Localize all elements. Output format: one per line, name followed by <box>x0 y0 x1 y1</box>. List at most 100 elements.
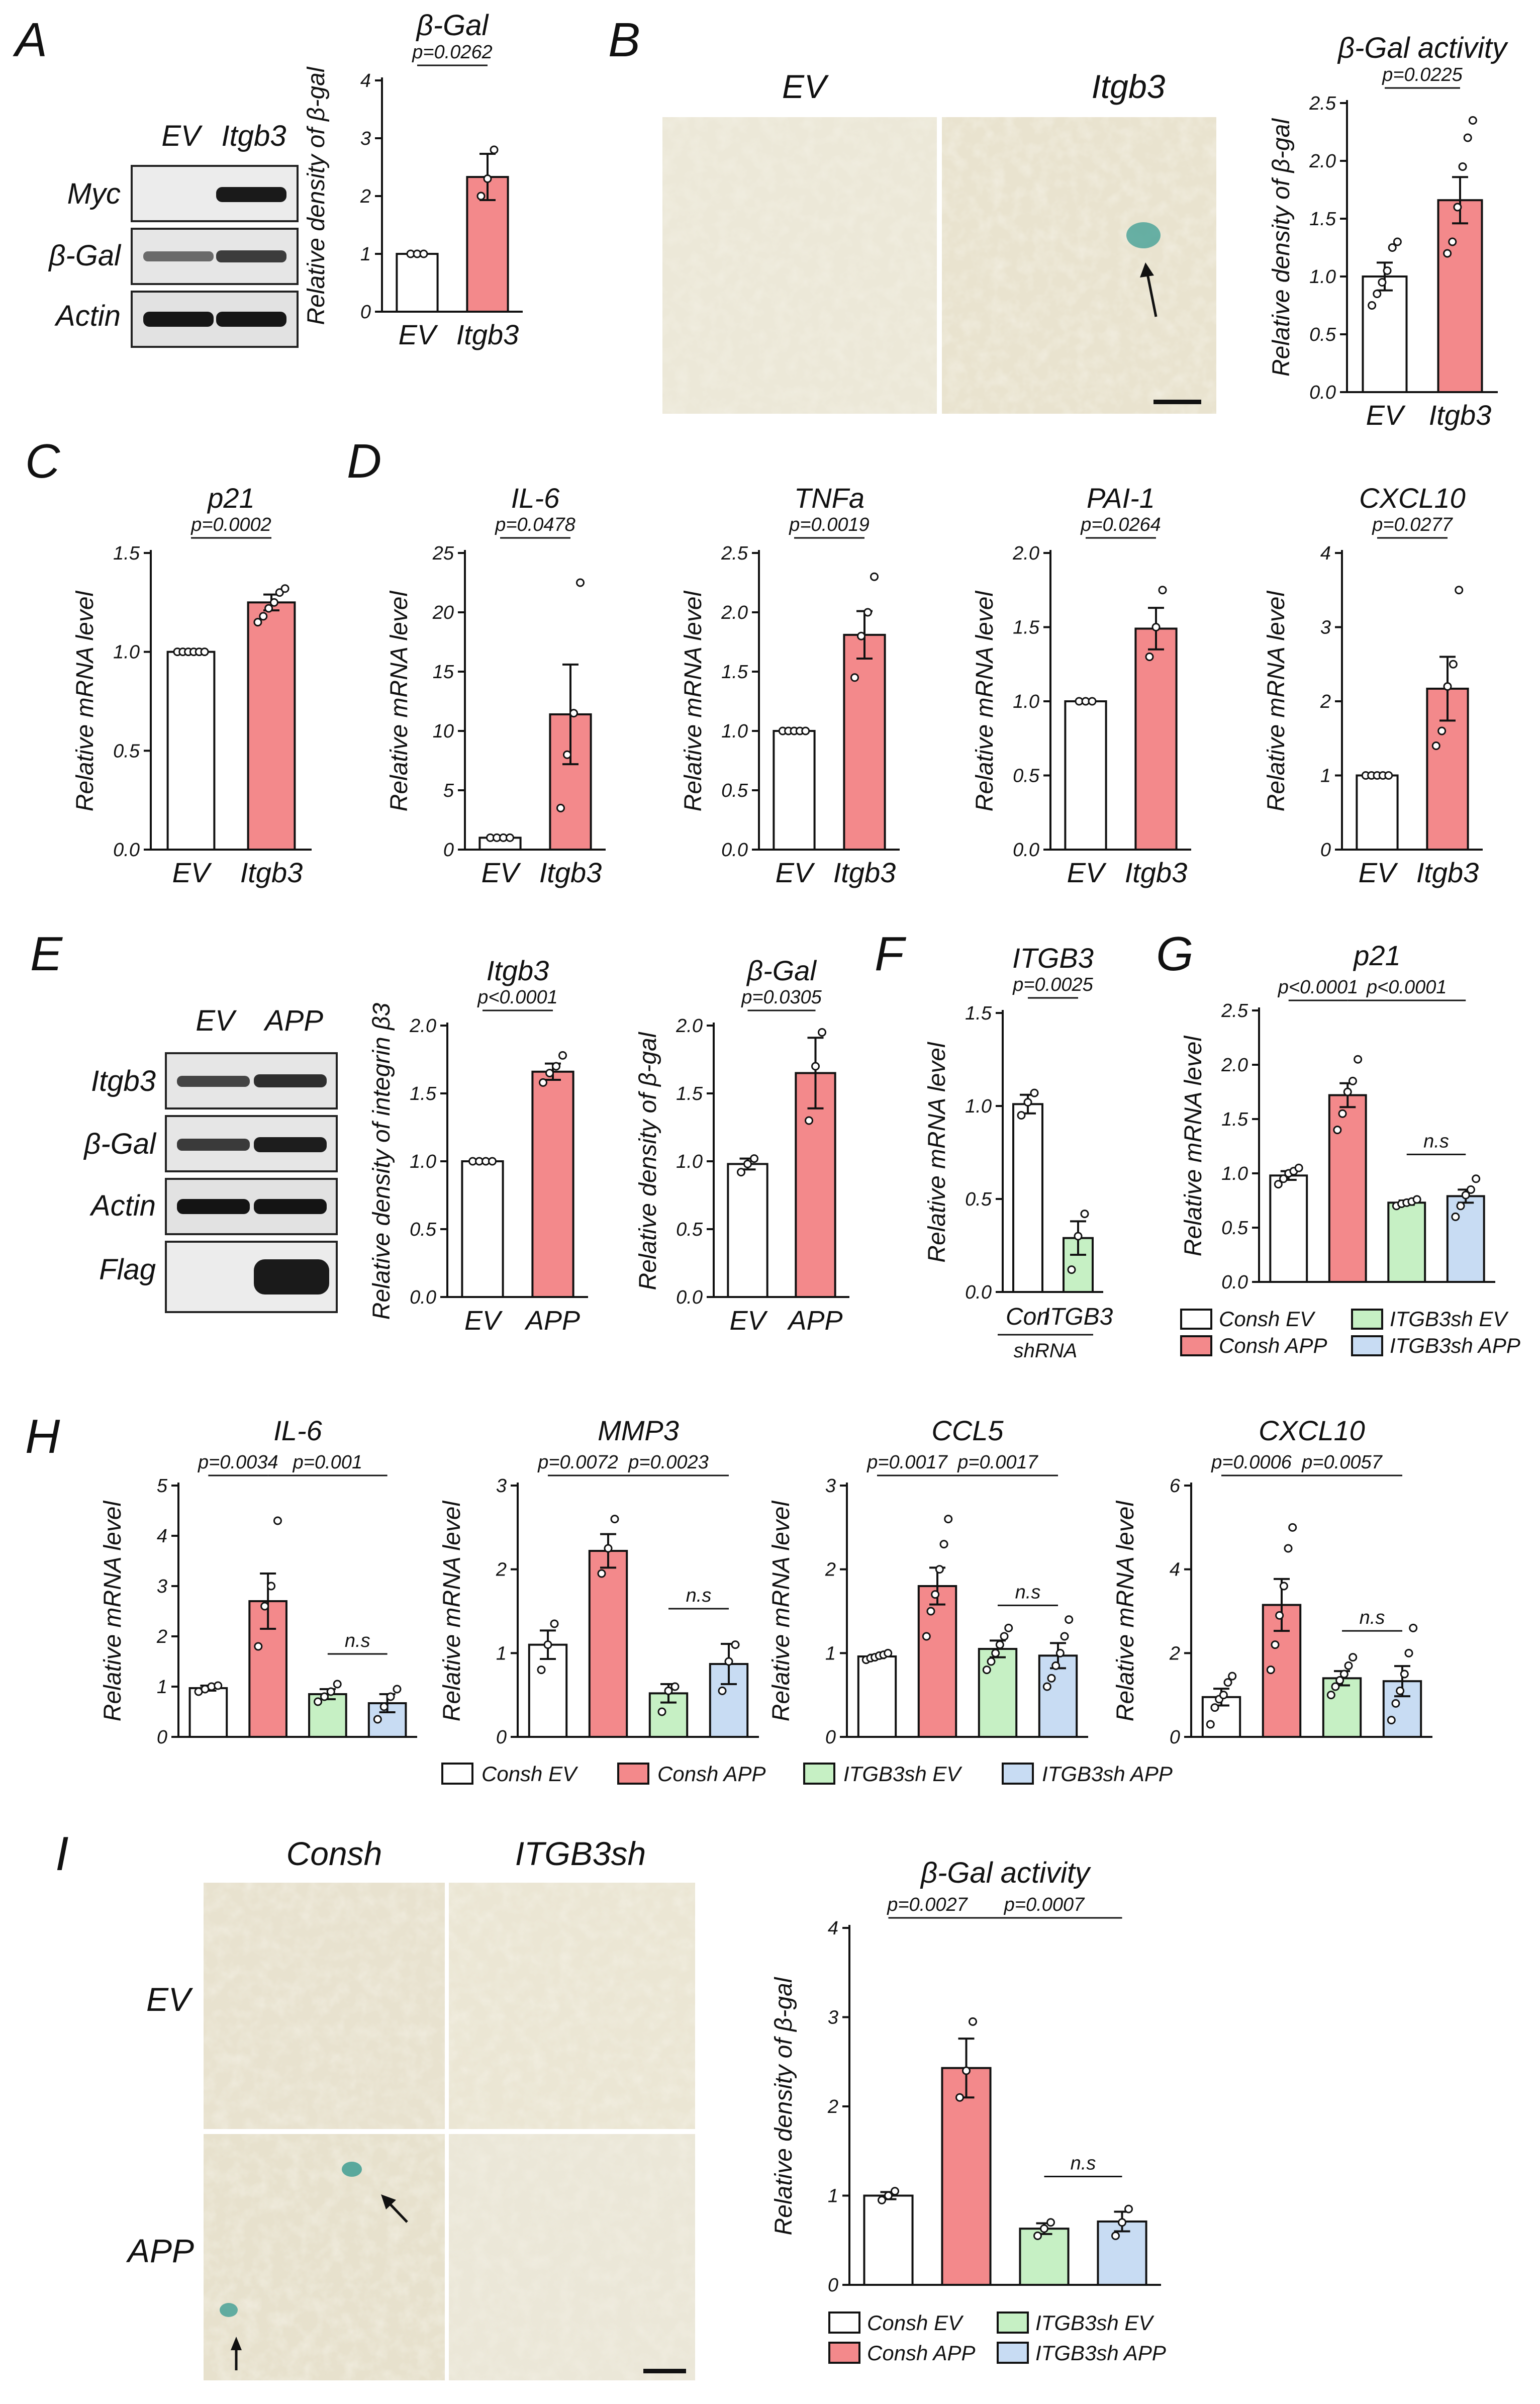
data-point <box>1275 1611 1284 1620</box>
data-point <box>545 1069 554 1077</box>
blot-a-band-actin-ev <box>143 312 214 327</box>
blot-a-band-bgal-itgb3 <box>216 250 286 262</box>
bar <box>1356 774 1399 851</box>
legend-i-swatch-consh-app <box>828 2342 860 2364</box>
data-point <box>558 1051 567 1060</box>
y-tick-label: 5 <box>157 1475 168 1497</box>
data-point <box>870 572 879 581</box>
y-tick-label: 10 <box>433 721 454 742</box>
data-point <box>1456 1201 1465 1211</box>
legend-g-swatch-consh-ev <box>1180 1309 1212 1330</box>
micrograph-i-col-consh: Consh <box>286 1835 382 1872</box>
blot-a-row-myc: Myc <box>67 177 121 210</box>
micrograph-b-arrowhead <box>1140 262 1154 278</box>
f-shrna-label: shRNA <box>1014 1340 1078 1362</box>
y-tick-label: 4 <box>360 70 371 91</box>
data-point <box>1040 2224 1048 2233</box>
western-blot-e: EV APP Itgb3 β-Gal Actin Flag <box>83 1004 338 1313</box>
legend-i-swatch-consh-ev <box>828 2311 860 2334</box>
data-point <box>1451 1212 1460 1221</box>
legend-i-label-itgb3sh-ev: ITGB3sh EV <box>1035 2311 1154 2335</box>
chart-title: β-Gal activity <box>1337 32 1508 64</box>
legend-g-label-itgb3sh-app: ITGB3sh APP <box>1390 1334 1520 1357</box>
y-tick-label: 6 <box>1170 1475 1181 1497</box>
data-point <box>254 1642 263 1651</box>
micrograph-i-consh-ev-texture <box>204 1883 445 2129</box>
data-point <box>1431 742 1440 750</box>
data-point <box>987 1657 996 1666</box>
y-tick-label: 15 <box>433 662 454 683</box>
data-point <box>863 608 872 617</box>
y-axis-label: Relative mRNA level <box>439 1500 465 1721</box>
y-tick-label: 2 <box>825 1559 836 1581</box>
x-tick-label: Con <box>1006 1304 1050 1330</box>
legend-h: Consh EV Consh APP ITGB3sh EV ITGB3sh AP… <box>441 1762 1173 1786</box>
y-tick-label: 0 <box>1170 1727 1180 1748</box>
bar <box>1387 1201 1426 1283</box>
y-tick-label: 2.0 <box>1012 543 1039 564</box>
bar <box>941 2067 992 2286</box>
y-tick-label: 1.0 <box>1013 691 1039 712</box>
significance-label: p=0.0006 <box>1211 1452 1292 1473</box>
panel-letter-c: C <box>25 434 60 488</box>
data-point <box>556 803 565 812</box>
data-point <box>1409 1623 1418 1632</box>
data-point <box>539 1078 547 1087</box>
y-tick-label: 3 <box>1320 617 1331 638</box>
y-tick-label: 5 <box>443 780 454 801</box>
y-axis-label: Relative mRNA level <box>386 590 413 811</box>
y-axis-label: Relative mRNA level <box>924 1042 950 1263</box>
bar <box>1362 275 1408 393</box>
panel-letter-i: I <box>55 1827 69 1881</box>
significance-label: p=0.0057 <box>1301 1452 1383 1473</box>
data-point <box>267 1582 276 1591</box>
data-point <box>884 2191 893 2200</box>
data-point <box>333 1680 342 1689</box>
data-point <box>1443 249 1452 258</box>
data-point <box>1080 1210 1089 1219</box>
data-point <box>1271 1640 1280 1649</box>
significance-label: p=0.0277 <box>1372 514 1453 535</box>
chart-H_il6: IL-6 0 1 2 3 4 5 Relative mRNA level p=0.0034 p=0… <box>100 1415 417 1748</box>
data-point <box>1368 301 1377 310</box>
y-tick-label: 2 <box>1320 691 1331 712</box>
data-point <box>1088 697 1097 706</box>
data-point <box>939 1540 948 1549</box>
y-tick-label: 4 <box>157 1526 167 1547</box>
data-point <box>320 1692 329 1701</box>
y-tick-label: 1 <box>496 1643 507 1664</box>
significance-label: p=0.0478 <box>495 514 575 535</box>
y-tick-label: 1.5 <box>1221 1109 1248 1130</box>
y-tick-label: 2.5 <box>1221 1000 1248 1022</box>
blot-e-row-bgal: β-Gal <box>83 1128 157 1160</box>
significance-label: p=0.0225 <box>1382 64 1463 85</box>
bar <box>528 1643 568 1738</box>
legend-i-swatch-itgb3sh-app <box>997 2342 1029 2364</box>
significance-label: p=0.0017 <box>957 1452 1038 1473</box>
data-point <box>1004 1623 1013 1632</box>
data-point <box>731 1640 740 1649</box>
data-point <box>801 726 810 735</box>
data-point <box>373 1715 382 1724</box>
data-point <box>1065 1615 1074 1624</box>
y-tick-label: 1.5 <box>676 1083 703 1104</box>
bar <box>461 1160 504 1298</box>
y-tick-label: 2.0 <box>1309 151 1336 172</box>
data-point <box>543 1640 552 1649</box>
data-point <box>597 1569 606 1578</box>
x-tick-label: Itgb3 <box>456 319 519 350</box>
data-point <box>200 648 209 657</box>
data-point <box>1463 133 1472 142</box>
significance-label: p=0.0002 <box>190 514 271 535</box>
y-tick-label: 2.5 <box>1309 93 1336 114</box>
data-point <box>1145 653 1154 661</box>
data-point <box>253 618 262 627</box>
significance-label: n.s <box>1360 1607 1385 1628</box>
micrograph-panel-b: EV Itgb3 <box>662 68 1216 414</box>
data-point <box>1151 623 1161 631</box>
blot-e-row-flag: Flag <box>99 1253 156 1286</box>
y-tick-label: 0 <box>496 1727 507 1748</box>
y-tick-label: 0.0 <box>721 840 748 861</box>
data-point <box>269 598 278 607</box>
